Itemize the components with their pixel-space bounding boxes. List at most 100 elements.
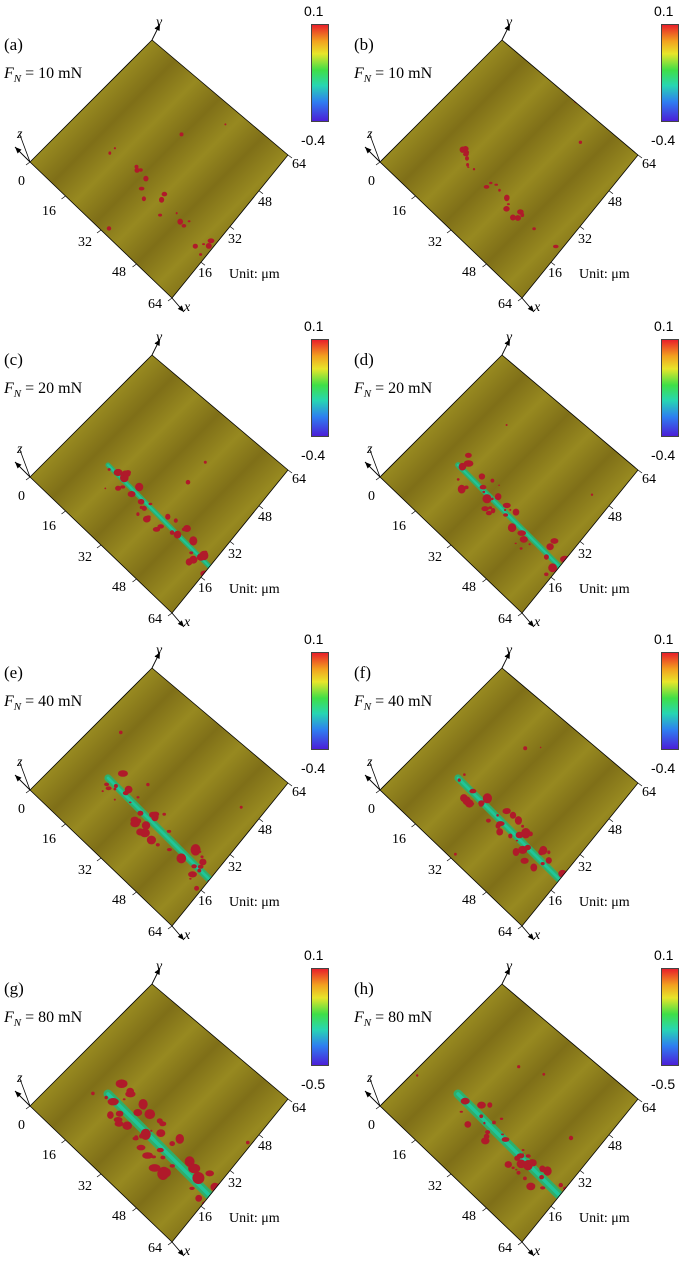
wear-debris-spot (149, 811, 157, 818)
wear-debris-spot (160, 1155, 166, 1160)
wear-debris-spot (548, 563, 557, 573)
wear-debris-spot (510, 214, 516, 221)
x-tick-label: 16 (42, 1148, 56, 1163)
wear-debris-spot (477, 1101, 486, 1109)
wear-debris-spot (148, 502, 153, 506)
frame-edge (29, 667, 153, 791)
wear-debris-spot (134, 1135, 139, 1141)
force-value: = 10 mN (375, 65, 433, 82)
y-tick-mark (258, 1134, 264, 1139)
axis-name-x: x (534, 300, 541, 315)
axis-name-x: x (184, 300, 191, 315)
surface-3d-plot (364, 651, 643, 941)
surface-topography (30, 40, 288, 298)
y-tick-label: 48 (608, 510, 622, 525)
wear-debris-spot (166, 829, 172, 833)
colorbar-max-label: 0.1 (304, 3, 324, 19)
x-tick-mark (61, 195, 66, 200)
x-tick-mark (411, 510, 416, 515)
figure-panel: (d) FN = 20 mN 0 16 32 48 64 16 32 48 64 x y z Unit: μm… (350, 315, 685, 630)
wear-debris-spot (224, 123, 227, 126)
scratch-track-core (456, 1092, 564, 1200)
wear-debris-spot (504, 194, 510, 202)
surface-topography (380, 355, 638, 613)
wear-debris-spot (514, 215, 521, 221)
force-symbol: F (4, 693, 14, 710)
frame-edge (501, 983, 639, 1100)
x-tick-mark (482, 1207, 487, 1212)
x-tick-label: 16 (392, 519, 406, 534)
x-tick-label: 48 (462, 893, 476, 908)
wear-debris-spot (540, 862, 545, 866)
axis-name-y: y (156, 959, 163, 974)
wear-debris-spot (156, 1129, 166, 1137)
wear-debris-spot (496, 821, 505, 827)
z-axis-line (369, 449, 381, 478)
axis-name-y: y (156, 15, 163, 30)
wear-debris-spot (520, 857, 529, 864)
x-tick-label: 16 (392, 1148, 406, 1163)
wear-debris-spot (173, 530, 182, 539)
wear-debris-spot (467, 166, 470, 168)
frame-edge (379, 667, 503, 791)
x-axis-arrow-head (177, 620, 184, 627)
wear-debris-spot (578, 140, 583, 144)
wear-debris-spot (165, 513, 171, 520)
wear-debris-spot (189, 555, 198, 564)
x-tick-mark (96, 1173, 102, 1178)
x-tick-label: 64 (148, 1241, 162, 1256)
wear-debris-spot (115, 485, 122, 491)
wear-debris-spot (186, 1160, 192, 1166)
x-tick-mark (167, 1241, 173, 1246)
x-tick-mark (517, 925, 523, 930)
colorbar (661, 968, 679, 1066)
z-axis-arrow-head (365, 462, 372, 469)
frame-edge (501, 667, 639, 784)
y-tick-mark (550, 576, 556, 581)
x-tick-label: 64 (498, 925, 512, 940)
force-value: = 10 mN (25, 65, 83, 82)
frame-edge (151, 983, 289, 1100)
x-tick-mark (25, 476, 31, 481)
wear-debris-spot (514, 816, 522, 825)
surface-topography (380, 984, 638, 1242)
x-axis-arrow-head (527, 305, 534, 312)
wear-debris-spot (122, 1098, 126, 1101)
wear-debris-spot (189, 877, 192, 880)
unit-label: Unit: μm (579, 267, 630, 282)
wear-debris-spot (505, 424, 508, 426)
x-tick-label: 32 (78, 550, 92, 565)
x-tick-label: 0 (18, 489, 25, 504)
y-tick-label: 16 (548, 1210, 562, 1225)
wear-debris-spot (200, 855, 204, 859)
axis-name-z: z (367, 755, 373, 770)
wear-debris-spot (169, 1164, 175, 1168)
y-tick-label: 16 (548, 266, 562, 281)
wear-debris-spot (508, 833, 513, 839)
wear-debris-spot (457, 484, 466, 494)
wear-debris-spot (200, 553, 205, 557)
wear-debris-spot (192, 243, 198, 249)
x-tick-mark (411, 1139, 416, 1144)
wear-debris-spot (138, 168, 143, 172)
x-tick-mark (25, 1105, 31, 1110)
force-subscript: N (363, 701, 372, 713)
wear-debris-spot (524, 844, 531, 851)
axis-name-z: z (17, 1071, 23, 1086)
wear-debris-spot (128, 801, 132, 804)
unit-label: Unit: μm (229, 895, 280, 910)
wear-debris-spot (528, 543, 531, 546)
surface-3d-plot (14, 967, 293, 1257)
colorbar-min-label: -0.4 (651, 132, 676, 148)
y-tick-label: 48 (258, 195, 272, 210)
x-axis-arrow-head (527, 1249, 534, 1256)
axis-name-z: z (17, 442, 23, 457)
wear-debris-spot (490, 508, 496, 514)
surface-3d-plot (14, 338, 293, 628)
surface-topography (30, 355, 288, 613)
force-value: = 40 mN (25, 693, 83, 710)
wear-debris-spot (122, 1121, 132, 1130)
panel-label: (h) (354, 979, 374, 998)
wear-debris-spot (495, 493, 502, 501)
y-tick-mark (287, 1098, 293, 1103)
